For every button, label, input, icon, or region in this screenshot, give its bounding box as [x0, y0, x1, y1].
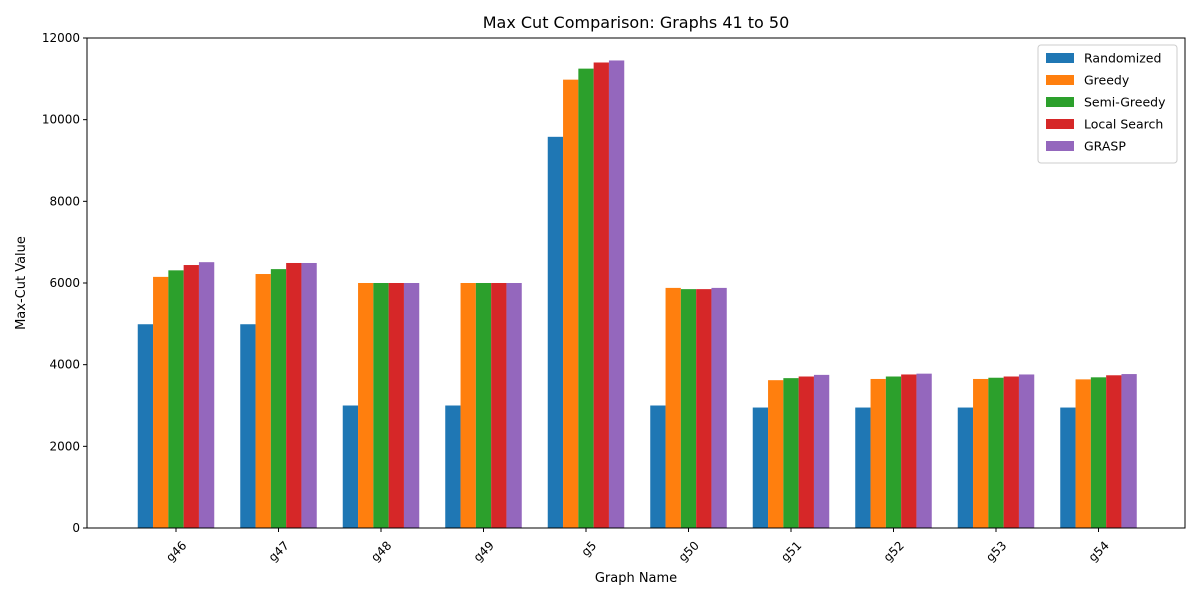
bar: [916, 373, 932, 528]
y-tick-label: 0: [72, 521, 80, 535]
legend-swatch: [1046, 141, 1074, 151]
bar: [286, 262, 302, 528]
bar: [650, 405, 666, 528]
bar: [183, 265, 199, 528]
bar: [1003, 376, 1019, 528]
bar: [198, 262, 215, 528]
bar: [153, 276, 169, 529]
bar: [578, 68, 594, 529]
legend-label: Randomized: [1084, 51, 1161, 66]
legend-label: Local Search: [1084, 117, 1163, 132]
series-local-search: [183, 62, 1122, 529]
bar: [563, 79, 579, 529]
bar: [1075, 379, 1091, 528]
bar: [957, 407, 974, 528]
bar: [301, 262, 317, 528]
bar: [608, 60, 625, 529]
legend: Randomized Greedy Semi-Greedy Local Search G…: [1037, 44, 1178, 164]
bar: [445, 405, 461, 528]
bar: [270, 269, 287, 528]
x-axis-title: Graph Name: [595, 571, 677, 586]
bar: [547, 136, 564, 528]
bar: [1060, 407, 1076, 528]
legend-box: [1037, 44, 1178, 164]
bar: [1090, 377, 1107, 528]
bar: [491, 283, 507, 528]
series-greedy: [153, 79, 1091, 529]
y-tick-label: 12000: [42, 31, 80, 45]
bar: [373, 283, 389, 528]
bar: [973, 378, 989, 528]
legend-swatch: [1046, 119, 1074, 129]
bar: [901, 374, 917, 528]
bar: [988, 377, 1004, 528]
bar: [240, 324, 256, 528]
bar: [768, 380, 784, 528]
bar: [460, 283, 476, 528]
y-axis: 0 2000 4000 6000 8000 10000 12000: [42, 31, 87, 535]
bar: [855, 407, 871, 528]
bar: [696, 289, 712, 529]
y-tick-label: 6000: [49, 276, 80, 290]
bar: [1106, 375, 1122, 528]
bars-group: [137, 60, 1137, 529]
bar: [870, 378, 886, 528]
chart-title: Max Cut Comparison: Graphs 41 to 50: [483, 13, 790, 32]
legend-label: GRASP: [1084, 139, 1126, 154]
bar: [813, 374, 830, 529]
bar: [1121, 374, 1137, 528]
legend-swatch: [1046, 75, 1074, 85]
legend-label: Greedy: [1084, 73, 1130, 88]
bar: [255, 274, 271, 528]
legend-swatch: [1046, 97, 1074, 107]
y-tick-label: 2000: [49, 439, 80, 453]
bar: [885, 376, 902, 528]
bar: [798, 376, 814, 528]
bar: [1018, 374, 1035, 528]
bar: [752, 407, 769, 528]
bar: [358, 283, 374, 528]
bar: [475, 283, 492, 528]
bar: [506, 283, 522, 528]
y-tick-label: 10000: [42, 113, 80, 127]
bar: [783, 378, 799, 528]
y-tick-label: 8000: [49, 194, 80, 208]
series-randomized: [137, 136, 1076, 528]
bar: [168, 270, 184, 528]
legend-label: Semi-Greedy: [1084, 95, 1166, 110]
bar: [680, 289, 697, 529]
y-tick-label: 4000: [49, 358, 80, 372]
bar: [388, 283, 404, 528]
bar: [711, 287, 727, 528]
bar: [342, 405, 359, 528]
bar: [593, 62, 609, 528]
bar: [403, 283, 420, 528]
y-axis-title: Max-Cut Value: [14, 236, 29, 330]
bar: [137, 324, 154, 528]
bar: [665, 287, 681, 528]
legend-swatch: [1046, 53, 1074, 63]
series-semi-greedy: [168, 68, 1107, 529]
series-grasp: [198, 60, 1137, 529]
